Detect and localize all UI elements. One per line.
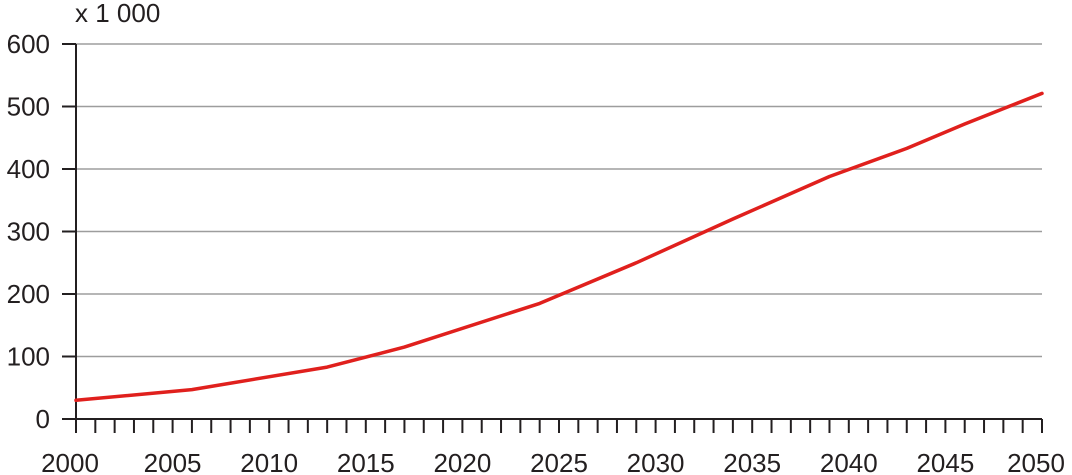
- gridlines: [76, 43, 1042, 358]
- x-tick-label-2025: 2025: [530, 448, 588, 475]
- x-tick-label-2010: 2010: [240, 448, 298, 475]
- y-tick-label-0: 0: [36, 404, 50, 434]
- y-tick-label-400: 400: [7, 154, 50, 184]
- x-tick-label-2050: 2050: [1007, 448, 1065, 475]
- x-tick-label-2005: 2005: [144, 448, 202, 475]
- x-tick-label-2035: 2035: [723, 448, 781, 475]
- y-tick-label-100: 100: [7, 342, 50, 372]
- x-tick-label-2040: 2040: [820, 448, 878, 475]
- axes: [75, 44, 1042, 433]
- y-tick-label-300: 300: [7, 217, 50, 247]
- tick-marks: [62, 43, 1043, 433]
- x-tick-label-2000: 2000: [41, 448, 99, 475]
- x-tick-label-2020: 2020: [433, 448, 491, 475]
- y-tick-label-600: 600: [7, 29, 50, 59]
- y-tick-label-200: 200: [7, 279, 50, 309]
- x-tick-label-2045: 2045: [916, 448, 974, 475]
- y-axis-unit-label: x 1 000: [75, 0, 160, 28]
- series-line-0: [74, 91, 1044, 403]
- tick-labels: 0 100 200 300 400 500 600 2000 2005 2010 2015 2020 2…: [7, 29, 1065, 475]
- x-tick-label-2015: 2015: [337, 448, 395, 475]
- y-tick-label-500: 500: [7, 92, 50, 122]
- series: [74, 91, 1044, 403]
- x-tick-label-2030: 2030: [627, 448, 685, 475]
